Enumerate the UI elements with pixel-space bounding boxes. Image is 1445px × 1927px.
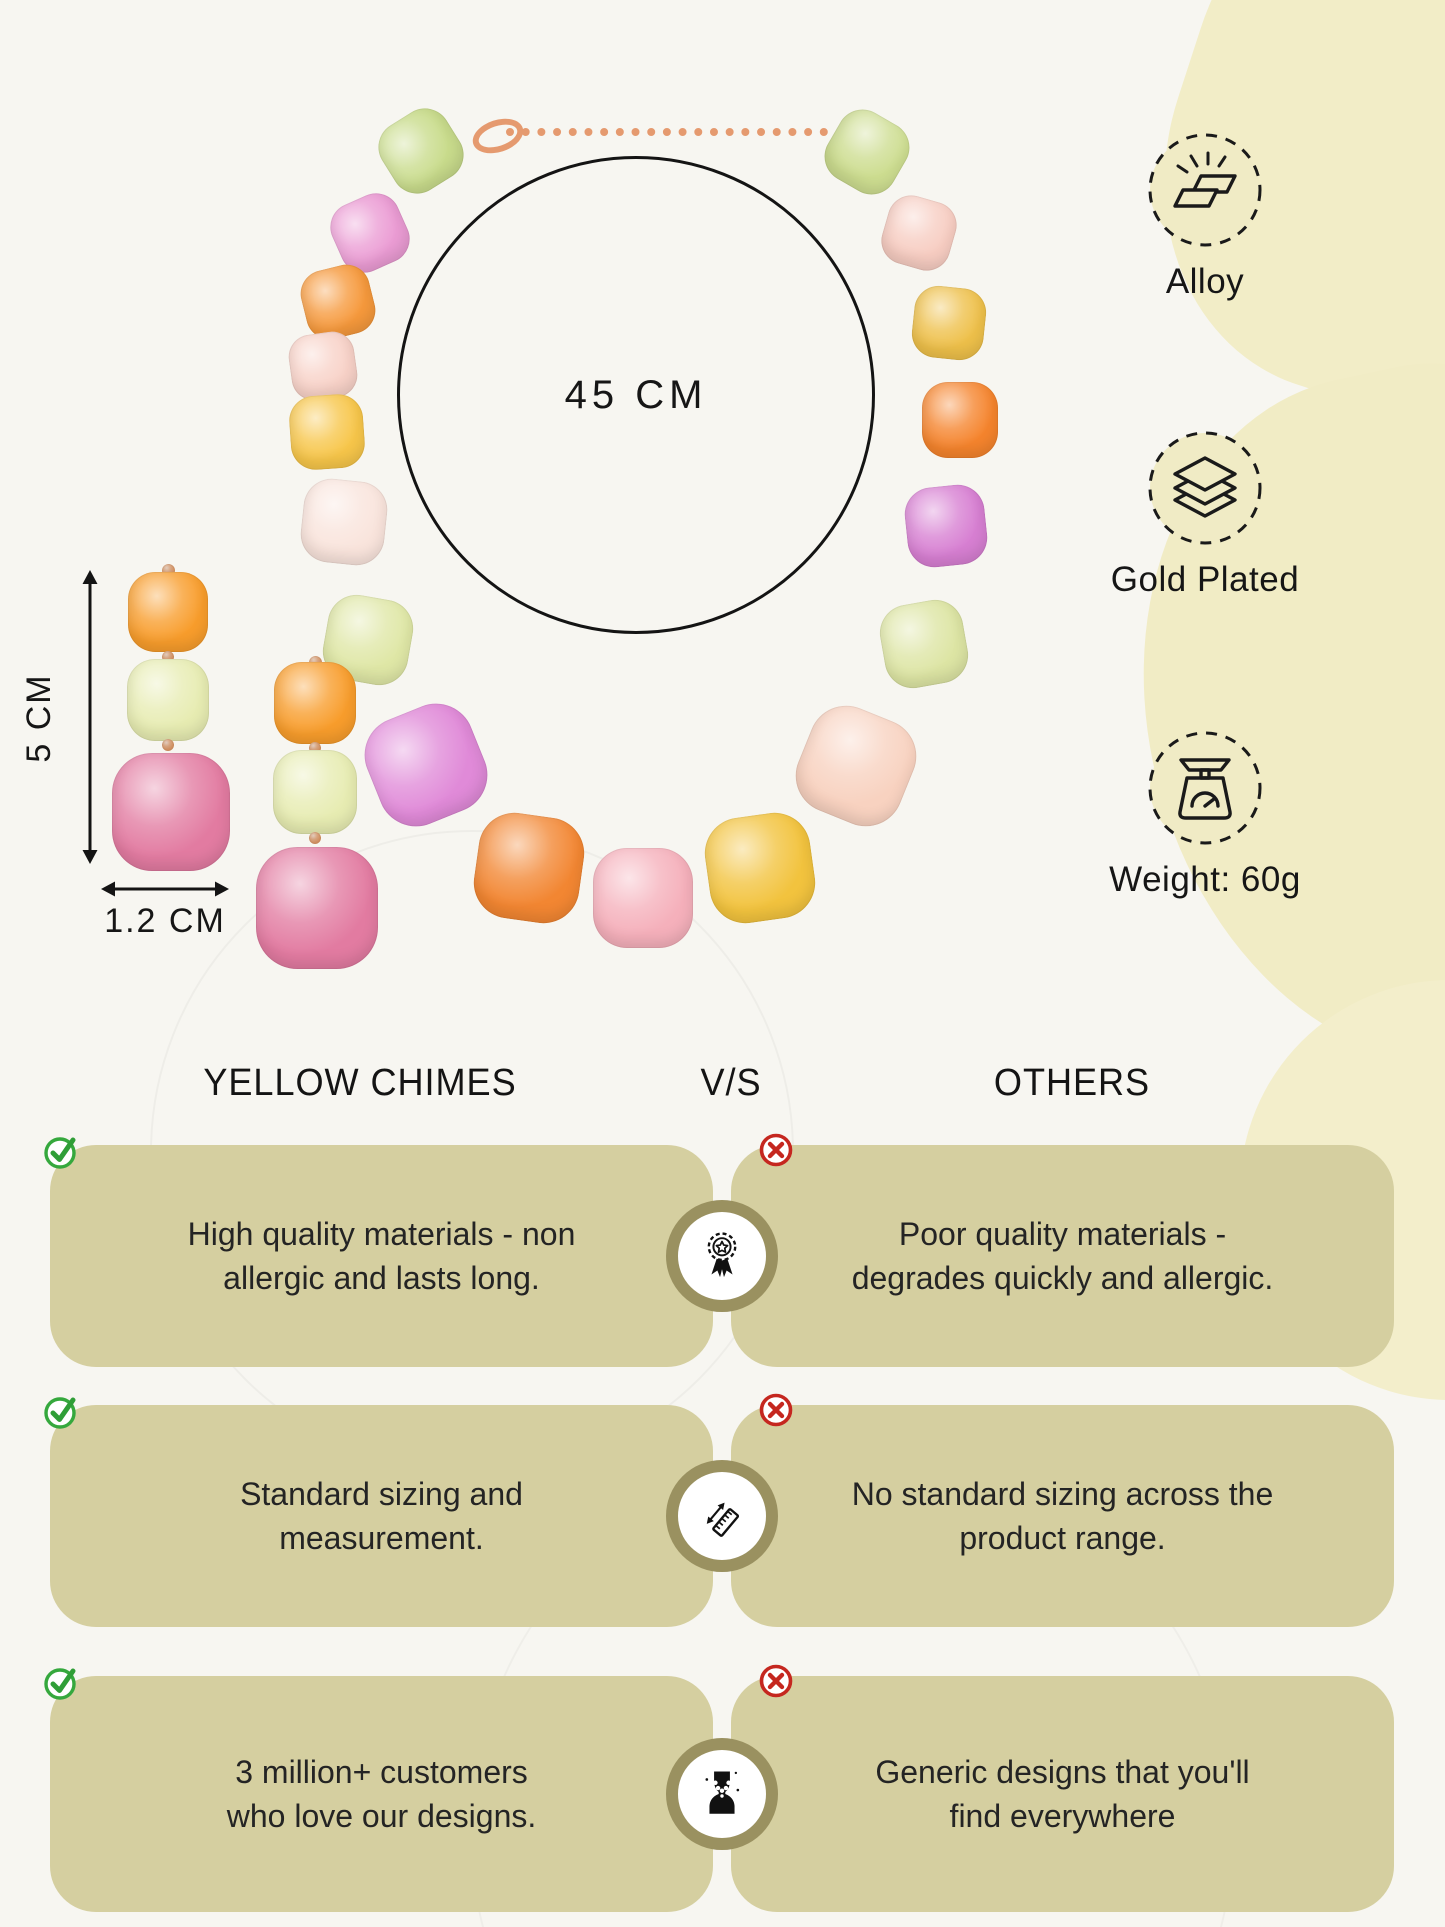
comparison-row: Standard sizing and measurement. No stan…: [0, 1393, 1445, 1627]
comparison-header-vs: V/S: [700, 1062, 762, 1104]
others-claim-text: Generic designs that you'll find everywh…: [875, 1753, 1250, 1834]
gem-stone: [902, 482, 990, 570]
necklace-size-circle: 45 CM: [397, 156, 875, 634]
check-icon: [44, 1137, 76, 1169]
earring-height-label: 5 CM: [20, 673, 58, 763]
others-claim-text: Poor quality materials - degrades quickl…: [851, 1215, 1274, 1296]
gem-stone: [297, 475, 391, 569]
gem-stone: [285, 328, 361, 404]
comparison-header-others: OTHERS: [993, 1062, 1151, 1104]
others-claim-card: Poor quality materials - degrades quickl…: [731, 1145, 1394, 1367]
gem-stone: [700, 808, 820, 928]
gem-stone: [368, 98, 474, 204]
earring-width-arrow: [101, 881, 229, 897]
gem-stone: [309, 832, 321, 844]
measuring-ruler-icon: [706, 1502, 740, 1537]
gem-stone: [875, 189, 963, 277]
necklace-size-label: 45 CM: [564, 372, 708, 417]
necklace-chain: [506, 128, 828, 136]
brand-claim-card: High quality materials - non allergic an…: [50, 1145, 713, 1367]
feature-gold-plated: Gold Plated: [1075, 428, 1335, 600]
necklace-display-icon: [705, 1771, 740, 1814]
feature-label: Weight: 60g: [1109, 860, 1301, 899]
cross-icon: [759, 1133, 793, 1167]
stacked-layers-icon: [1148, 431, 1262, 545]
necklace-clasp-icon: [468, 112, 528, 160]
row-icon-circle: [666, 1200, 778, 1312]
medal-icon: [707, 1232, 737, 1278]
feature-label: Gold Plated: [1110, 560, 1300, 599]
brand-claim-text: Standard sizing and measurement.: [240, 1475, 523, 1556]
feature-label: Alloy: [1165, 262, 1245, 301]
gem-stone: [256, 847, 378, 969]
check-icon: [44, 1397, 76, 1429]
feature-weight: Weight: 60g: [1075, 728, 1335, 900]
gem-stone: [909, 283, 989, 363]
feature-alloy: Alloy: [1075, 130, 1335, 302]
weighing-scale-icon: [1148, 731, 1262, 845]
gem-stone: [469, 808, 589, 928]
gem-stone: [784, 694, 928, 838]
gem-stone: [128, 572, 208, 652]
gem-stone: [922, 382, 998, 458]
brand-claim-text: 3 million+ customers who love our design…: [226, 1753, 537, 1834]
row-icon-circle: [666, 1738, 778, 1850]
gem-stone: [162, 739, 174, 751]
gem-stone: [593, 848, 693, 948]
comparison-header-brand: YELLOW CHIMES: [203, 1062, 517, 1104]
earring-width-label: 1.2 CM: [104, 902, 226, 940]
others-claim-card: No standard sizing across the product ra…: [731, 1405, 1394, 1627]
comparison-row: 3 million+ customers who love our design…: [0, 1664, 1445, 1912]
gem-stone: [353, 692, 499, 838]
gem-stone: [112, 753, 230, 871]
gem-stone: [875, 595, 973, 693]
earring-height-arrow: [82, 570, 98, 864]
others-claim-card: Generic designs that you'll find everywh…: [731, 1676, 1394, 1912]
cross-icon: [759, 1664, 793, 1698]
gold-bars-icon: [1148, 133, 1262, 247]
gem-stone: [273, 750, 357, 834]
brand-claim-card: 3 million+ customers who love our design…: [50, 1676, 713, 1912]
others-claim-text: No standard sizing across the product ra…: [851, 1475, 1274, 1556]
gem-stone: [815, 100, 919, 204]
gem-stone: [127, 659, 209, 741]
gem-stone: [287, 392, 367, 472]
check-icon: [44, 1668, 76, 1700]
row-icon-circle: [666, 1460, 778, 1572]
cross-icon: [759, 1393, 793, 1427]
brand-claim-text: High quality materials - non allergic an…: [187, 1215, 576, 1296]
gem-stone: [274, 662, 356, 744]
brand-claim-card: Standard sizing and measurement.: [50, 1405, 713, 1627]
comparison-row: High quality materials - non allergic an…: [0, 1133, 1445, 1367]
